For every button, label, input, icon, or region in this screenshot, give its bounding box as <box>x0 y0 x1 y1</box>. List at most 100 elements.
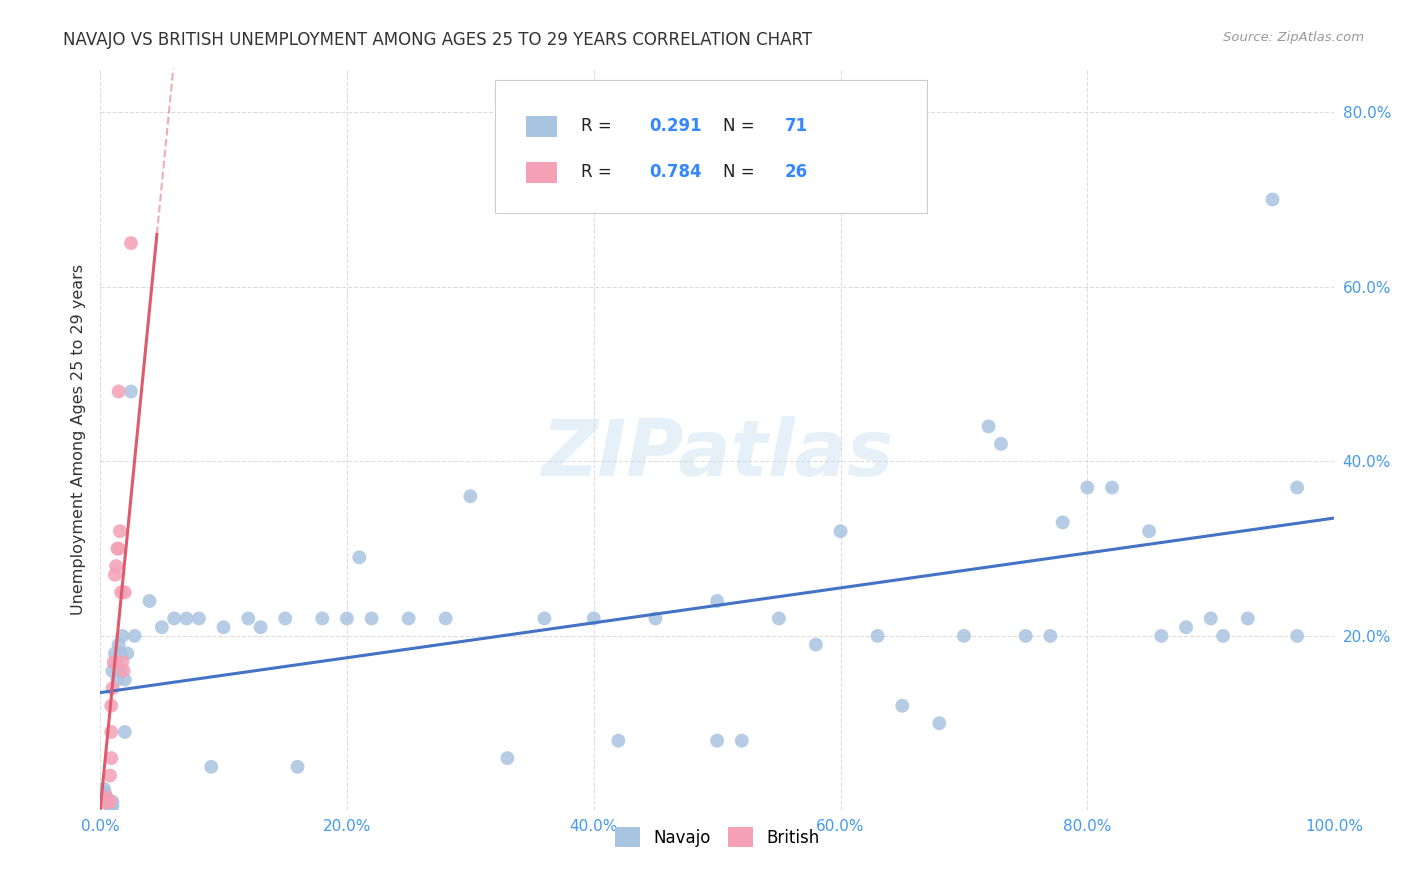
Point <box>1199 611 1222 625</box>
Point <box>311 611 333 625</box>
Point <box>100 698 122 713</box>
Point <box>238 611 260 625</box>
Point <box>804 638 827 652</box>
Point <box>953 629 976 643</box>
Point <box>104 567 127 582</box>
Point <box>107 541 129 556</box>
Point <box>163 611 186 625</box>
Point <box>100 725 122 739</box>
Point <box>108 524 131 538</box>
Point <box>1076 481 1098 495</box>
Point <box>1150 629 1173 643</box>
Point <box>349 550 371 565</box>
Text: ZIPatlas: ZIPatlas <box>541 417 893 492</box>
Text: R =: R = <box>582 163 617 181</box>
Text: NAVAJO VS BRITISH UNEMPLOYMENT AMONG AGES 25 TO 29 YEARS CORRELATION CHART: NAVAJO VS BRITISH UNEMPLOYMENT AMONG AGE… <box>63 31 813 49</box>
Point <box>101 795 124 809</box>
FancyBboxPatch shape <box>526 162 557 183</box>
Point <box>460 489 482 503</box>
Point <box>93 781 115 796</box>
Y-axis label: Unemployment Among Ages 25 to 29 years: Unemployment Among Ages 25 to 29 years <box>72 264 86 615</box>
Point <box>1236 611 1258 625</box>
Point <box>891 698 914 713</box>
Point <box>830 524 852 538</box>
Point <box>96 795 118 809</box>
Point <box>533 611 555 625</box>
Point <box>1261 193 1284 207</box>
Point <box>101 799 124 814</box>
Point <box>768 611 790 625</box>
Point <box>97 795 120 809</box>
Text: 26: 26 <box>785 163 808 181</box>
Point <box>706 594 728 608</box>
Point <box>117 646 139 660</box>
Point <box>731 733 754 747</box>
Point <box>644 611 666 625</box>
Point <box>107 384 129 399</box>
Point <box>990 437 1012 451</box>
Point <box>212 620 235 634</box>
Point <box>107 638 129 652</box>
Point <box>928 716 950 731</box>
Point <box>100 751 122 765</box>
Point <box>107 541 129 556</box>
Point <box>110 646 132 660</box>
Point <box>91 795 114 809</box>
Point <box>105 655 128 669</box>
Point <box>582 611 605 625</box>
Text: 0.291: 0.291 <box>650 118 702 136</box>
Text: 0.784: 0.784 <box>650 163 702 181</box>
Point <box>1175 620 1198 634</box>
Point <box>1212 629 1234 643</box>
Point <box>114 725 136 739</box>
Point <box>112 664 135 678</box>
Point <box>98 799 121 814</box>
Point <box>111 629 134 643</box>
Point <box>496 751 519 765</box>
Point <box>103 655 125 669</box>
Point <box>249 620 271 634</box>
Point <box>607 733 630 747</box>
Point <box>97 797 120 811</box>
Point <box>434 611 457 625</box>
Point <box>1286 481 1309 495</box>
Point <box>90 786 112 800</box>
Text: N =: N = <box>723 118 761 136</box>
Point <box>105 559 128 574</box>
Point <box>120 384 142 399</box>
Point <box>96 790 118 805</box>
Point <box>110 585 132 599</box>
Point <box>200 760 222 774</box>
Point <box>101 681 124 696</box>
Point <box>114 673 136 687</box>
Point <box>98 795 121 809</box>
Text: R =: R = <box>582 118 617 136</box>
Point <box>124 629 146 643</box>
Point <box>706 733 728 747</box>
Point <box>336 611 359 625</box>
Point <box>360 611 382 625</box>
Point <box>866 629 889 643</box>
FancyBboxPatch shape <box>495 79 927 213</box>
Point <box>94 795 117 809</box>
Point <box>111 655 134 669</box>
Point <box>1286 629 1309 643</box>
Point <box>108 664 131 678</box>
Point <box>94 786 117 800</box>
Text: N =: N = <box>723 163 761 181</box>
Point <box>96 790 118 805</box>
Point <box>107 673 129 687</box>
FancyBboxPatch shape <box>526 116 557 136</box>
Point <box>287 760 309 774</box>
Point <box>187 611 209 625</box>
Point <box>96 795 118 809</box>
Legend: Navajo, British: Navajo, British <box>609 821 825 855</box>
Point <box>977 419 1000 434</box>
Point <box>1101 481 1123 495</box>
Point <box>104 646 127 660</box>
Point <box>90 795 112 809</box>
Point <box>93 795 115 809</box>
Point <box>114 585 136 599</box>
Point <box>138 594 160 608</box>
Point <box>100 799 122 814</box>
